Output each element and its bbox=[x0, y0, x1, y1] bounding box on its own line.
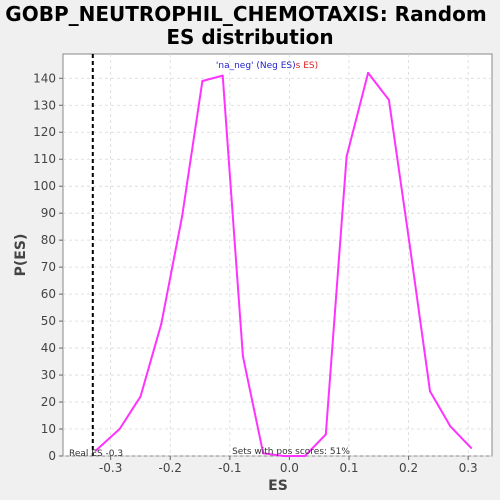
data-point bbox=[160, 322, 163, 325]
data-point bbox=[408, 244, 411, 247]
data-point bbox=[449, 425, 452, 428]
data-point bbox=[201, 79, 204, 82]
y-tick-label: 60 bbox=[41, 287, 56, 301]
data-point bbox=[118, 428, 121, 431]
y-tick-label: 10 bbox=[41, 422, 56, 436]
y-tick-label: 120 bbox=[33, 125, 56, 139]
data-point bbox=[94, 449, 97, 452]
y-tick-label: 80 bbox=[41, 233, 56, 247]
y-tick-label: 90 bbox=[41, 206, 56, 220]
data-point bbox=[262, 452, 265, 455]
x-tick-label: 0.2 bbox=[399, 461, 418, 475]
legend: 'na_neg' (Neg ES)s ES) bbox=[216, 61, 318, 71]
y-tick-label: 50 bbox=[41, 314, 56, 328]
y-tick-label: 110 bbox=[33, 152, 56, 166]
data-point bbox=[324, 433, 327, 436]
y-tick-label: 30 bbox=[41, 368, 56, 382]
y-tick-label: 140 bbox=[33, 71, 56, 85]
y-axis-label: P(ES) bbox=[13, 234, 29, 277]
y-tick-label: 0 bbox=[48, 449, 56, 463]
data-point bbox=[303, 455, 306, 457]
chart-title-line-2: ES distribution bbox=[166, 25, 333, 49]
x-tick-label: -0.2 bbox=[159, 461, 182, 475]
data-point bbox=[470, 446, 473, 449]
x-tick-label: 0.1 bbox=[339, 461, 358, 475]
y-axis-ticks: 0 10 20 30 40 50 60 70 80 90 100 110 120 130 140 bbox=[33, 71, 63, 463]
y-tick-label: 40 bbox=[41, 341, 56, 355]
y-tick-label: 130 bbox=[33, 98, 56, 112]
plot-area bbox=[62, 53, 493, 457]
data-point bbox=[429, 390, 432, 393]
legend-pos-entry: s ES) bbox=[296, 61, 318, 71]
data-point bbox=[367, 71, 370, 74]
x-tick-label: -0.3 bbox=[99, 461, 122, 475]
x-tick-label: 0.0 bbox=[280, 461, 299, 475]
data-point bbox=[387, 98, 390, 101]
y-tick-label: 70 bbox=[41, 260, 56, 274]
x-axis-ticks: -0.3 -0.2 -0.1 0.0 0.1 0.2 0.3 bbox=[99, 456, 478, 475]
data-point bbox=[221, 74, 224, 77]
y-tick-label: 100 bbox=[33, 179, 56, 193]
data-point bbox=[241, 355, 244, 358]
data-point bbox=[345, 155, 348, 158]
x-tick-label: 0.3 bbox=[459, 461, 478, 475]
y-tick-label: 20 bbox=[41, 395, 56, 409]
data-point bbox=[282, 455, 285, 457]
x-axis-label: ES bbox=[268, 478, 288, 494]
pos-scores-annotation: Sets with pos scores: 51% bbox=[232, 447, 350, 457]
grid-lines bbox=[63, 54, 492, 457]
data-point bbox=[139, 395, 142, 398]
series-layer bbox=[94, 71, 473, 457]
real-es-label: Real ES -0.3 bbox=[69, 449, 123, 459]
x-tick-label: -0.1 bbox=[218, 461, 241, 475]
chart-title-line-1: GOBP_NEUTROPHIL_CHEMOTAXIS: Random bbox=[5, 2, 486, 26]
legend-neg-entry: 'na_neg' (Neg ES) bbox=[216, 61, 296, 71]
data-point bbox=[181, 214, 184, 217]
